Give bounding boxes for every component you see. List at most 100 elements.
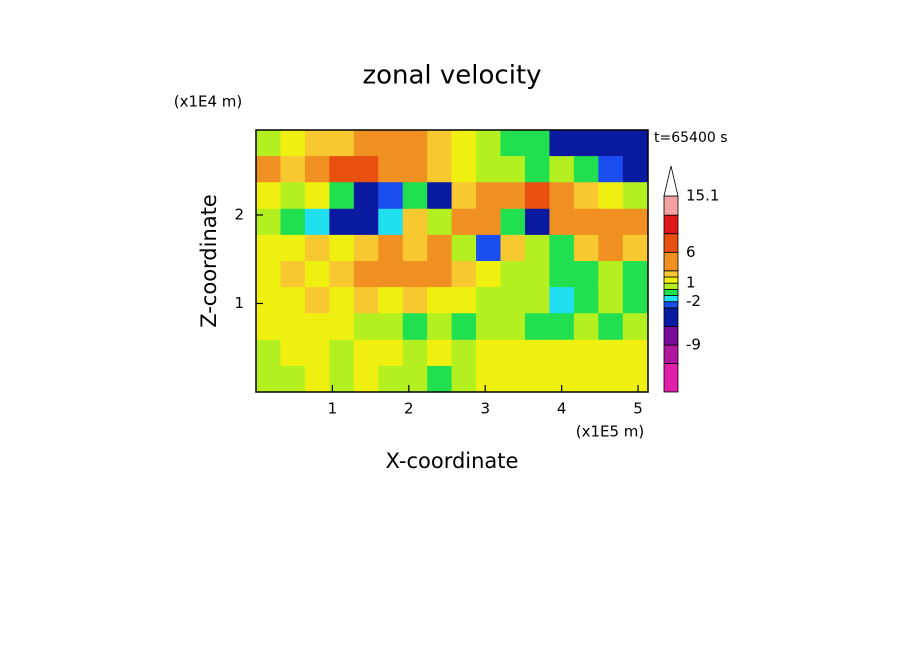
field-cell [622,234,648,262]
field-cell [598,339,624,367]
field-cell [256,261,282,288]
field-cell [573,261,599,288]
field-cell [451,261,477,288]
field-cell [524,365,551,392]
field-cell [329,130,355,157]
field-cell [451,365,477,392]
field-cell [378,313,404,341]
field-cell [280,287,306,314]
field-cell [402,261,428,288]
field-cell [353,156,379,183]
field-cell [524,130,551,157]
field-cell [598,208,624,236]
field-cell [451,130,477,157]
field-cell [476,208,502,236]
field-cell [573,182,599,210]
field-cell [427,156,453,183]
field-cell [476,234,502,262]
field-cell [256,234,282,262]
field-cell [353,365,379,392]
field-cell [524,313,551,341]
field-cell [500,208,526,236]
field-cell [500,234,526,262]
field-cell [280,365,306,392]
field-cell [427,339,453,367]
field-cell [304,261,330,288]
field-cell [524,156,551,183]
colorbar-band [663,214,679,235]
colorbar-label: -2 [686,292,701,310]
field-cell [622,156,648,183]
field-cell [573,313,599,341]
field-cell [524,182,551,210]
field-cell [402,287,428,314]
field-cell [353,313,379,341]
field-cell [622,182,648,210]
field-cell [476,365,502,392]
x-tick-label: 1 [328,400,338,418]
colorbar-label: 6 [686,243,696,261]
field-cell [476,287,502,314]
field-cell [329,365,355,392]
colorbar-band [663,288,679,296]
x-tick-label: 2 [404,400,414,418]
field-cell [622,287,648,314]
field-cell [378,339,404,367]
colorbar-label: 1 [686,274,696,292]
colorbar-band [663,276,679,284]
field-cell [378,130,404,157]
colorbar-label: -9 [686,336,701,354]
field-cell [256,287,282,314]
field-cell [451,287,477,314]
field-cell [402,130,428,157]
field-cell [622,130,648,157]
x-tick-label: 4 [557,400,567,418]
field-cell [256,313,282,341]
field-cell [304,130,330,157]
field-cell [304,208,330,236]
field-cell [427,130,453,157]
field-cell [329,234,355,262]
field-cell [427,234,453,262]
field-cell [256,339,282,367]
field-cell [353,261,379,288]
field-cell [256,130,282,157]
field-cell [304,287,330,314]
field-cell [280,182,306,210]
field-cell [304,313,330,341]
field-cell [256,182,282,210]
field-cell [353,234,379,262]
y-tick-label: 1 [234,294,244,312]
field-cell [500,313,526,341]
field-cell [402,234,428,262]
field-cell [402,365,428,392]
field-cell [549,234,575,262]
field-cell [378,234,404,262]
x-unit: (x1E5 m) [576,423,645,441]
field-cell [280,156,306,183]
field-cell [549,287,575,314]
field-cell [329,339,355,367]
colorbar-label: 15.1 [686,187,719,205]
field-cell [280,313,306,341]
field-cell [549,156,575,183]
field-cell [451,313,477,341]
field-cell [524,339,551,367]
colorbar-band [663,295,679,303]
field-cell [500,287,526,314]
field-cell [573,339,599,367]
field-cell [353,182,379,210]
field-cell [524,234,551,262]
field-cell [622,313,648,341]
field-cell [451,234,477,262]
field-cell [598,287,624,314]
field-cell [402,156,428,183]
colorbar-band [663,344,679,364]
field-cell [353,208,379,236]
field-cell [549,261,575,288]
y-unit: (x1E4 m) [174,93,243,111]
field-cell [378,208,404,236]
field-cell [500,156,526,183]
field-cell [427,208,453,236]
field-cell [549,313,575,341]
